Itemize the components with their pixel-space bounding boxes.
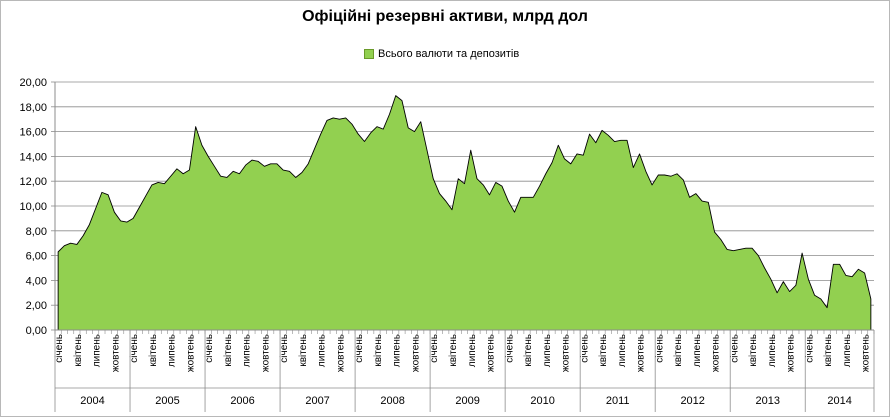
x-year-label: 2010 (530, 395, 554, 407)
x-month-label: квітень (148, 334, 159, 367)
y-tick-label: 18,00 (19, 102, 47, 114)
x-month-label: січень (504, 334, 515, 363)
x-month-label: липень (617, 334, 628, 367)
y-tick-label: 20,00 (19, 77, 47, 89)
x-month-label: січень (654, 334, 665, 363)
x-month-label: жовтень (861, 334, 872, 372)
x-month-label: липень (692, 334, 703, 367)
y-tick-label: 4,00 (26, 275, 47, 287)
x-month-label: жовтень (260, 334, 271, 372)
y-tick-label: 2,00 (26, 300, 47, 312)
x-month-label: січень (204, 334, 215, 363)
x-month-label: січень (804, 334, 815, 363)
x-month-label: квітень (298, 334, 309, 367)
x-month-label: жовтень (636, 334, 647, 372)
x-month-label: січень (279, 334, 290, 363)
x-month-label: січень (579, 334, 590, 363)
y-tick-label: 6,00 (26, 251, 47, 263)
x-year-label: 2012 (680, 395, 704, 407)
x-month-label: жовтень (410, 334, 421, 372)
x-month-label: жовтень (786, 334, 797, 372)
x-month-label: жовтень (486, 334, 497, 372)
legend: Всього валюти та депозитів (364, 48, 519, 60)
x-year-label: 2007 (305, 395, 329, 407)
y-tick-label: 10,00 (19, 201, 47, 213)
x-year-label: 2006 (230, 395, 254, 407)
x-year-label: 2011 (606, 395, 630, 407)
x-month-label: липень (842, 334, 853, 367)
x-year-label: 2014 (827, 395, 851, 407)
y-tick-label: 0,00 (26, 325, 47, 337)
x-month-label: липень (242, 334, 253, 367)
x-month-label: жовтень (711, 334, 722, 372)
x-month-label: липень (317, 334, 328, 367)
x-month-label: липень (167, 334, 178, 367)
series-area (57, 95, 872, 331)
x-month-label: квітень (523, 334, 534, 367)
x-month-label: квітень (373, 334, 384, 367)
y-tick-label: 14,00 (19, 151, 47, 163)
x-month-label: січень (129, 334, 140, 363)
x-year-label: 2005 (155, 395, 179, 407)
x-month-label: жовтень (185, 334, 196, 372)
x-month-label: квітень (448, 334, 459, 367)
chart-title: Офіційні резервні активи, млрд дол (302, 8, 588, 25)
x-year-label: 2009 (455, 395, 479, 407)
x-month-label: липень (542, 334, 553, 367)
x-month-label: квітень (73, 334, 84, 367)
x-year-label: 2008 (380, 395, 404, 407)
x-month-label: квітень (223, 334, 234, 367)
x-year-label: 2013 (755, 395, 779, 407)
x-month-label: жовтень (561, 334, 572, 372)
y-tick-label: 12,00 (19, 176, 47, 188)
x-month-label: січень (54, 334, 65, 363)
x-month-label: квітень (823, 334, 834, 367)
x-month-label: липень (92, 334, 103, 367)
legend-label: Всього валюти та депозитів (378, 48, 520, 60)
x-month-label: січень (429, 334, 440, 363)
legend-swatch (364, 49, 374, 59)
y-tick-label: 16,00 (19, 127, 47, 139)
x-month-label: липень (467, 334, 478, 367)
x-month-label: липень (767, 334, 778, 367)
y-tick-label: 8,00 (26, 226, 47, 238)
x-year-label: 2004 (80, 395, 104, 407)
x-month-label: жовтень (335, 334, 346, 372)
x-month-label: січень (729, 334, 740, 363)
x-month-label: січень (354, 334, 365, 363)
x-month-label: жовтень (110, 334, 121, 372)
x-month-label: квітень (598, 334, 609, 367)
x-month-label: квітень (673, 334, 684, 367)
x-month-label: липень (392, 334, 403, 367)
x-month-label: квітень (748, 334, 759, 367)
